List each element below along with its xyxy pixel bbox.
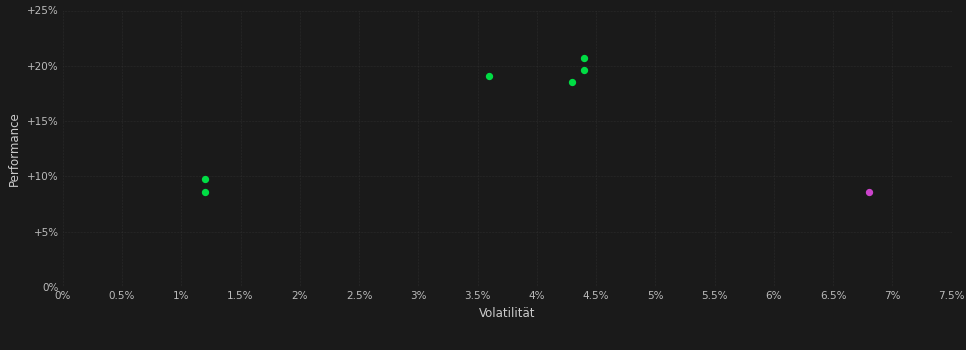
Point [564,79,580,85]
X-axis label: Volatilität: Volatilität [479,307,535,320]
Point [861,189,876,195]
Point [482,73,497,78]
Point [577,68,592,73]
Y-axis label: Performance: Performance [9,111,21,186]
Point [197,189,213,195]
Point [577,55,592,61]
Point [197,176,213,181]
